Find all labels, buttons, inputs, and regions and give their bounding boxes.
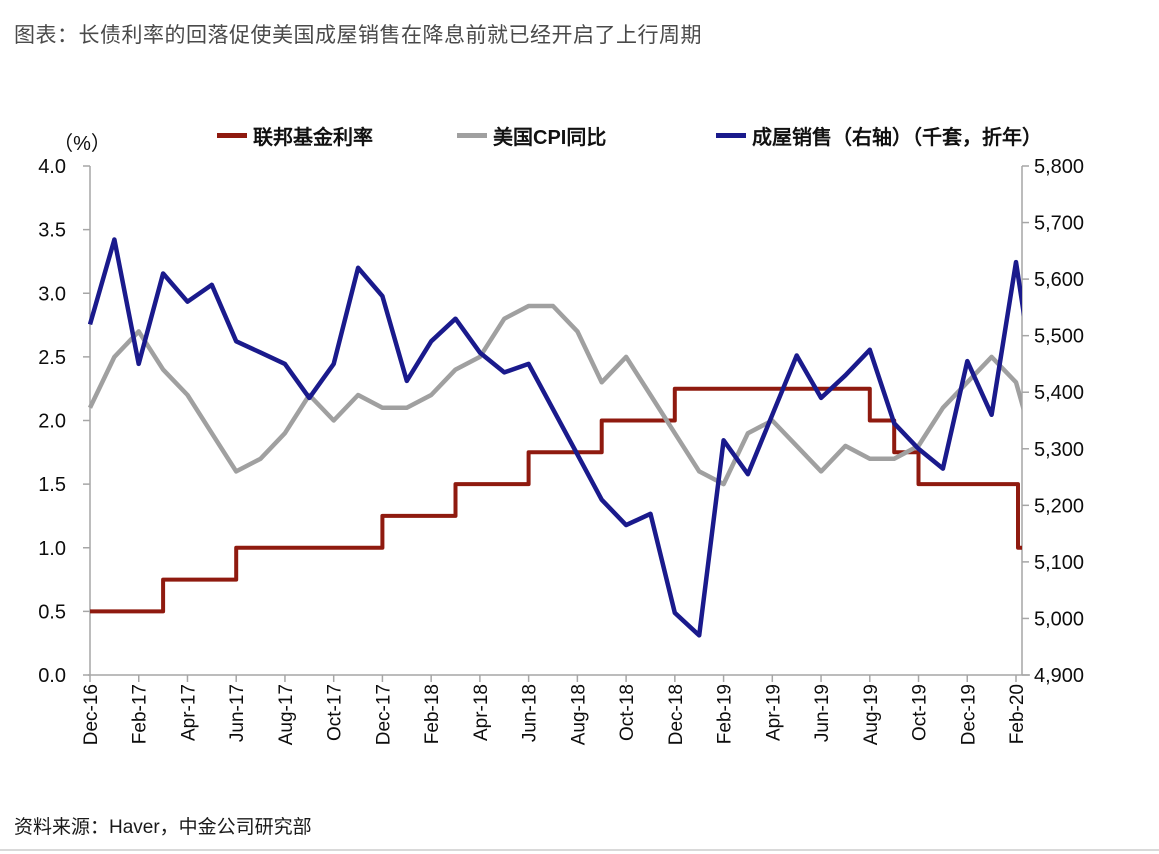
svg-text:Apr-17: Apr-17: [178, 684, 199, 741]
svg-text:5,600: 5,600: [1034, 269, 1084, 291]
svg-text:0.5: 0.5: [38, 601, 66, 623]
svg-text:5,100: 5,100: [1034, 552, 1084, 574]
svg-text:Aug-19: Aug-19: [861, 684, 882, 745]
legend-label: 成屋销售（右轴）（千套，折年）: [752, 126, 1042, 149]
legend-label: 美国CPI同比: [493, 126, 607, 149]
svg-text:5,200: 5,200: [1034, 495, 1084, 517]
svg-text:Oct-17: Oct-17: [325, 684, 346, 741]
svg-text:5,800: 5,800: [1034, 156, 1084, 178]
home-sales-legend-swatch: [716, 132, 746, 138]
legend-label: 联邦基金利率: [253, 126, 373, 149]
svg-text:4.0: 4.0: [38, 156, 66, 178]
svg-text:3.0: 3.0: [38, 283, 66, 305]
svg-text:1.5: 1.5: [38, 474, 66, 496]
svg-text:Feb-19: Feb-19: [715, 684, 736, 744]
left-axis-labels: 0.0 0.5 1.0 1.5 2.0 2.5 3.0 3.5 4.0: [38, 156, 66, 687]
svg-text:Dec-16: Dec-16: [81, 684, 102, 745]
svg-text:2.0: 2.0: [38, 411, 66, 433]
chart-legend: 联邦基金利率 美国CPI同比 成屋销售（右轴）（千套，折年）: [0, 123, 1159, 149]
legend-item-fed-funds: 联邦基金利率: [217, 123, 373, 149]
svg-text:2.5: 2.5: [38, 347, 66, 369]
legend-item-cpi: 美国CPI同比: [457, 123, 607, 149]
svg-text:5,000: 5,000: [1034, 608, 1084, 630]
source-note: 资料来源：Haver，中金公司研究部: [14, 817, 312, 838]
svg-text:Jun-18: Jun-18: [520, 684, 541, 742]
axes: [83, 165, 1030, 682]
svg-text:Feb-17: Feb-17: [130, 684, 151, 744]
legend-item-home-sales: 成屋销售（右轴）（千套，折年）: [716, 123, 1042, 149]
svg-text:1.0: 1.0: [38, 538, 66, 560]
cpi-line: [88, 303, 1022, 487]
svg-text:Jun-19: Jun-19: [812, 684, 833, 742]
svg-text:5,400: 5,400: [1034, 382, 1084, 404]
svg-text:5,700: 5,700: [1034, 213, 1084, 235]
svg-text:Feb-20: Feb-20: [1007, 684, 1028, 744]
svg-text:Oct-19: Oct-19: [910, 684, 931, 741]
svg-text:Oct-18: Oct-18: [617, 684, 638, 741]
chart-svg: 0.0 0.5 1.0 1.5 2.0 2.5 3.0 3.5 4.0 4,900 5,000 5,1…: [38, 132, 1084, 745]
svg-text:Dec-17: Dec-17: [373, 684, 394, 745]
svg-text:Feb-18: Feb-18: [422, 684, 443, 744]
svg-text:Jun-17: Jun-17: [227, 684, 248, 742]
svg-text:3.5: 3.5: [38, 220, 66, 242]
cpi-legend-swatch: [457, 132, 487, 138]
svg-text:Dec-18: Dec-18: [666, 684, 687, 745]
x-axis-labels: Dec-16 Feb-17 Apr-17 Jun-17 Aug-17 Oct-17 Dec-…: [81, 684, 1028, 745]
svg-text:4,900: 4,900: [1034, 665, 1084, 687]
chart-title: 图表：长债利率的回落促使美国成屋销售在降息前就已经开启了上行周期: [14, 24, 702, 47]
svg-text:5,500: 5,500: [1034, 326, 1084, 348]
svg-text:Aug-18: Aug-18: [568, 684, 589, 745]
fed-funds-legend-swatch: [217, 132, 247, 138]
svg-text:Dec-19: Dec-19: [958, 684, 979, 745]
svg-text:Apr-18: Apr-18: [471, 684, 492, 741]
left-axis-unit-label: （%）: [53, 132, 111, 155]
svg-text:5,300: 5,300: [1034, 439, 1084, 461]
home-sales-line: [88, 237, 1022, 638]
right-axis-labels: 4,900 5,000 5,100 5,200 5,300 5,400 5,500 5,600…: [1034, 156, 1084, 687]
bottom-divider: [0, 849, 1159, 851]
svg-text:0.0: 0.0: [38, 665, 66, 687]
svg-text:Aug-17: Aug-17: [276, 684, 297, 745]
svg-text:Apr-19: Apr-19: [763, 684, 784, 741]
